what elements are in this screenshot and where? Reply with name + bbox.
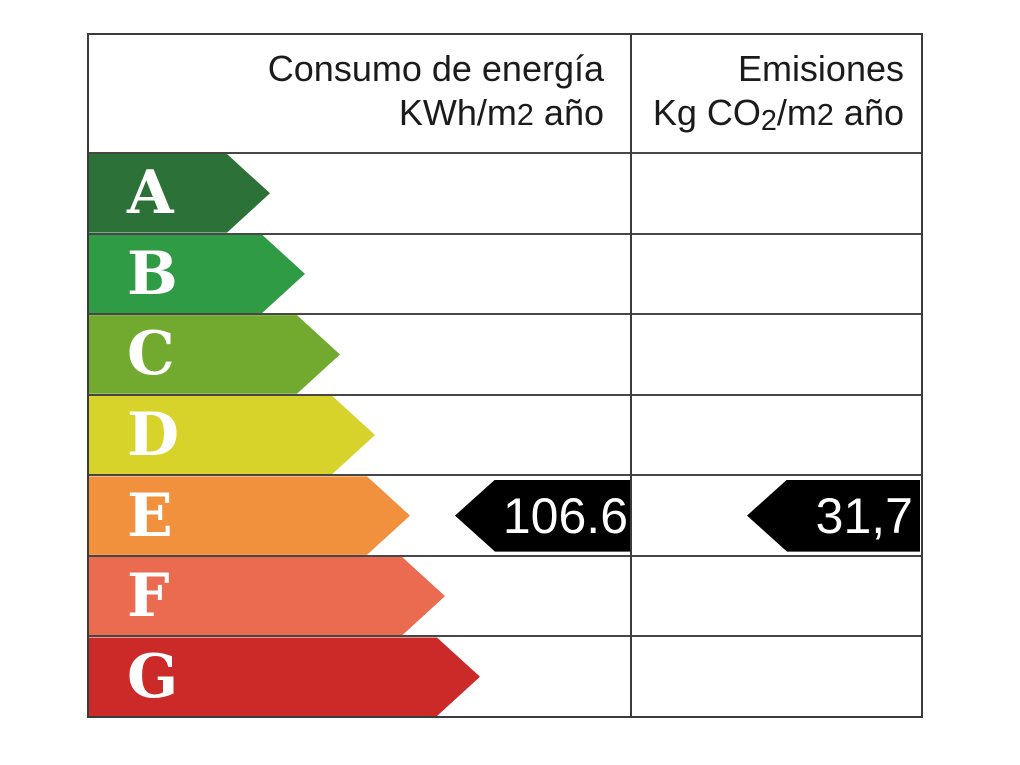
rating-arrow-F: F [89,557,445,636]
consumption-unit: KWh/m2 año [398,92,604,133]
emissions-unit: Kg CO2/m2 año [652,92,904,138]
rating-letter-A: A [127,158,174,229]
rating-row-D: D [89,393,921,475]
rating-letter-D: D [127,400,180,471]
column-divider [630,35,632,716]
rating-arrow-D: D [89,396,375,475]
consumption-value: 106.6 [502,487,628,544]
rating-table: Consumo de energía KWh/m2 año Emisiones … [87,33,923,718]
rating-arrow-C: C [89,315,340,394]
rating-row-B: B [89,232,921,314]
consumption-header: Consumo de energía KWh/m2 año [89,35,630,152]
rating-letter-F: F [127,561,170,632]
rating-letter-C: C [127,319,175,390]
emissions-value: 31,7 [815,487,913,544]
rating-arrow-A: A [89,154,270,233]
rating-letter-B: B [127,238,178,309]
rating-arrow-E: E [89,476,410,555]
emissions-value-arrow: 31,7 [747,479,920,552]
rating-letter-E: E [127,480,173,551]
rating-arrow-B: B [89,235,305,314]
rating-row-G: G [89,635,921,716]
rating-row-A: A [89,152,921,233]
emissions-title: Emisiones [737,48,904,89]
consumption-title: Consumo de energía [267,48,604,89]
consumption-value-arrow: 106.6 [455,479,632,552]
emissions-header: Emisiones Kg CO2/m2 año [630,35,921,152]
rating-letter-G: G [127,641,179,712]
table-header: Consumo de energía KWh/m2 año Emisiones … [89,35,921,152]
rating-row-C: C [89,313,921,394]
rating-arrow-G: G [89,637,480,716]
rating-row-F: F [89,554,921,636]
rating-row-E: E 106.6 31,7 [89,474,921,555]
rating-rows: A B C D E 106.6 31,7 F G [89,152,921,716]
